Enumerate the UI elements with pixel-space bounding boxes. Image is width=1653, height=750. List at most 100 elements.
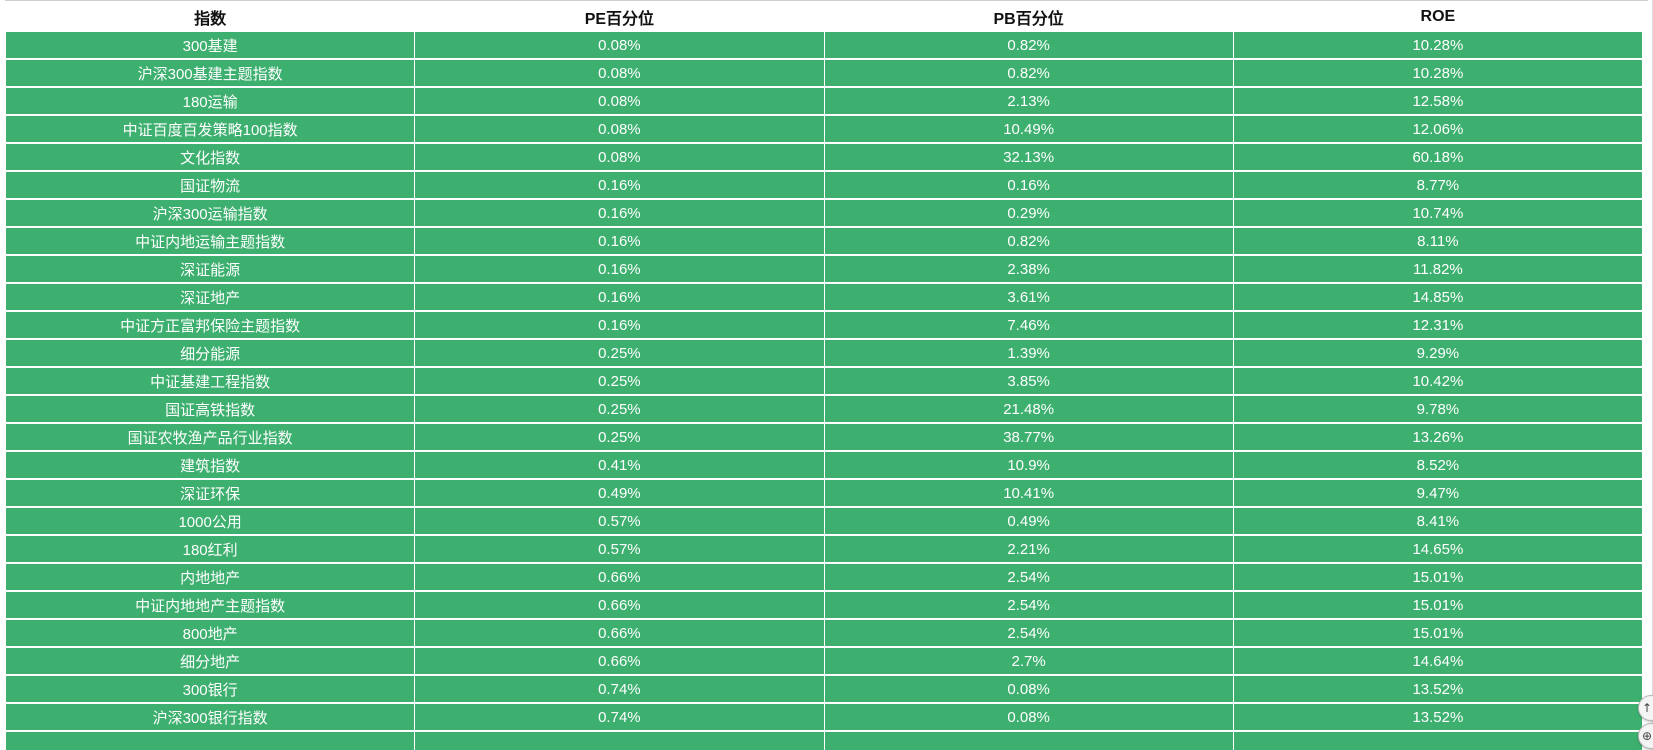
cell-roe: 8.77%	[1233, 172, 1642, 198]
cell-pe-percentile: 0.25%	[415, 424, 824, 450]
cell-roe: 10.74%	[1233, 200, 1642, 226]
table-row: 国证物流 0.16% 0.16% 8.77%	[6, 172, 1642, 198]
cell-pe-percentile: 0.66%	[415, 620, 824, 646]
cell-index-name: 沪深300运输指数	[6, 200, 415, 226]
cell-pb-percentile: 0.82%	[824, 228, 1233, 254]
cell-index-name: 国证物流	[6, 172, 415, 198]
cell-roe: 10.28%	[1233, 32, 1642, 58]
cell-pb-percentile: 32.13%	[824, 144, 1233, 170]
cell-pe-percentile: 0.16%	[415, 228, 824, 254]
cell-index-name: 180运输	[6, 88, 415, 114]
cell-roe: 9.78%	[1233, 396, 1642, 422]
cell-pb-percentile: 7.46%	[824, 312, 1233, 338]
table-row: 180运输 0.08% 2.13% 12.58%	[6, 88, 1642, 114]
cell-index-name: 文化指数	[6, 144, 415, 170]
table-row: 中证内地运输主题指数 0.16% 0.82% 8.11%	[6, 228, 1642, 254]
cell-index-name: 中证基建工程指数	[6, 368, 415, 394]
cell-index-name: 800地产	[6, 620, 415, 646]
table-row: 中证方正富邦保险主题指数 0.16% 7.46% 12.31%	[6, 312, 1642, 338]
cell-roe: 60.18%	[1233, 144, 1642, 170]
cell-pe-percentile: 0.66%	[415, 592, 824, 618]
table-row: 180红利 0.57% 2.21% 14.65%	[6, 536, 1642, 562]
table-row: 300基建 0.08% 0.82% 10.28%	[6, 32, 1642, 58]
cell-pe-percentile: 0.16%	[415, 172, 824, 198]
cell-pb-percentile: 2.54%	[824, 620, 1233, 646]
table-row: 中证基建工程指数 0.25% 3.85% 10.42%	[6, 368, 1642, 394]
cell-pb-percentile: 21.48%	[824, 396, 1233, 422]
cell-roe	[1233, 732, 1642, 750]
table-row: 800地产 0.66% 2.54% 15.01%	[6, 620, 1642, 646]
table-row: 深证能源 0.16% 2.38% 11.82%	[6, 256, 1642, 282]
cell-roe: 9.47%	[1233, 480, 1642, 506]
cell-index-name: 细分地产	[6, 648, 415, 674]
index-valuation-table: 指数 PE百分位 PB百分位 ROE 300基建 0.08% 0.82% 10.28%…	[5, 1, 1643, 750]
cell-index-name: 中证百度百发策略100指数	[6, 116, 415, 142]
table-row: 沪深300基建主题指数 0.08% 0.82% 10.28%	[6, 60, 1642, 86]
cell-pb-percentile: 38.77%	[824, 424, 1233, 450]
cell-pe-percentile: 0.49%	[415, 480, 824, 506]
cell-index-name: 深证环保	[6, 480, 415, 506]
cell-pb-percentile: 2.21%	[824, 536, 1233, 562]
cell-pe-percentile: 0.57%	[415, 536, 824, 562]
table-row: 国证农牧渔产品行业指数 0.25% 38.77% 13.26%	[6, 424, 1642, 450]
cell-roe: 8.11%	[1233, 228, 1642, 254]
cell-pe-percentile: 0.74%	[415, 676, 824, 702]
cell-roe: 10.42%	[1233, 368, 1642, 394]
cell-roe: 14.64%	[1233, 648, 1642, 674]
cell-roe: 15.01%	[1233, 620, 1642, 646]
column-header-roe[interactable]: ROE	[1233, 3, 1642, 30]
cell-roe: 14.65%	[1233, 536, 1642, 562]
cell-roe: 10.28%	[1233, 60, 1642, 86]
cell-index-name: 180红利	[6, 536, 415, 562]
cell-roe: 9.29%	[1233, 340, 1642, 366]
cell-pe-percentile	[415, 732, 824, 750]
cell-pb-percentile: 3.61%	[824, 284, 1233, 310]
cell-pb-percentile: 0.08%	[824, 676, 1233, 702]
cell-roe: 8.52%	[1233, 452, 1642, 478]
cell-pb-percentile: 3.85%	[824, 368, 1233, 394]
table-row: 1000公用 0.57% 0.49% 8.41%	[6, 508, 1642, 534]
column-header-index[interactable]: 指数	[6, 3, 415, 30]
cell-index-name: 深证能源	[6, 256, 415, 282]
cell-index-name: 中证方正富邦保险主题指数	[6, 312, 415, 338]
cell-roe: 15.01%	[1233, 564, 1642, 590]
table-row: 深证地产 0.16% 3.61% 14.85%	[6, 284, 1642, 310]
cell-roe: 13.26%	[1233, 424, 1642, 450]
table-header-row: 指数 PE百分位 PB百分位 ROE	[6, 3, 1642, 30]
cell-pe-percentile: 0.08%	[415, 144, 824, 170]
cell-pe-percentile: 0.25%	[415, 368, 824, 394]
table-row: 内地地产 0.66% 2.54% 15.01%	[6, 564, 1642, 590]
cell-pb-percentile: 0.29%	[824, 200, 1233, 226]
cell-index-name: 建筑指数	[6, 452, 415, 478]
cell-roe: 13.52%	[1233, 676, 1642, 702]
cell-roe: 12.31%	[1233, 312, 1642, 338]
cell-pe-percentile: 0.08%	[415, 116, 824, 142]
cell-roe: 14.85%	[1233, 284, 1642, 310]
table-row: 沪深300银行指数 0.74% 0.08% 13.52%	[6, 704, 1642, 730]
cell-index-name: 国证高铁指数	[6, 396, 415, 422]
cell-pe-percentile: 0.08%	[415, 32, 824, 58]
column-header-pe-percentile[interactable]: PE百分位	[415, 3, 824, 30]
cell-pe-percentile: 0.16%	[415, 284, 824, 310]
cell-roe: 13.52%	[1233, 704, 1642, 730]
cell-pb-percentile: 0.82%	[824, 32, 1233, 58]
cell-pb-percentile: 1.39%	[824, 340, 1233, 366]
cell-pb-percentile: 2.54%	[824, 592, 1233, 618]
table-row: 文化指数 0.08% 32.13% 60.18%	[6, 144, 1642, 170]
cell-index-name: 沪深300基建主题指数	[6, 60, 415, 86]
cell-pb-percentile: 10.9%	[824, 452, 1233, 478]
table-row: 国证高铁指数 0.25% 21.48% 9.78%	[6, 396, 1642, 422]
cell-pe-percentile: 0.16%	[415, 256, 824, 282]
cell-roe: 11.82%	[1233, 256, 1642, 282]
cell-pb-percentile: 0.16%	[824, 172, 1233, 198]
cell-pe-percentile: 0.57%	[415, 508, 824, 534]
cell-roe: 8.41%	[1233, 508, 1642, 534]
top-divider	[5, 0, 1648, 1]
cell-roe: 12.58%	[1233, 88, 1642, 114]
cell-roe: 12.06%	[1233, 116, 1642, 142]
column-header-pb-percentile[interactable]: PB百分位	[824, 3, 1233, 30]
cell-pb-percentile: 10.41%	[824, 480, 1233, 506]
cell-pb-percentile	[824, 732, 1233, 750]
cell-pe-percentile: 0.16%	[415, 312, 824, 338]
cell-pb-percentile: 2.54%	[824, 564, 1233, 590]
